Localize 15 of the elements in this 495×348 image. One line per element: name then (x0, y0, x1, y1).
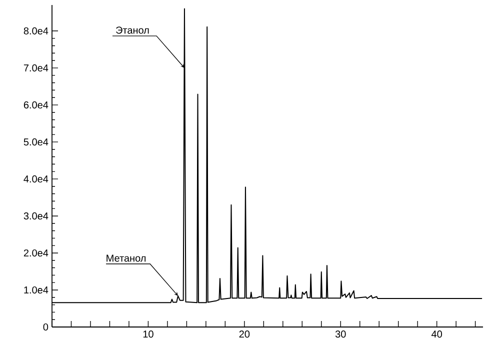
y-tick-label: 4.0e4 (24, 175, 48, 182)
y-tick-label: 3.0e4 (24, 212, 48, 220)
y-tick-label: 5.0e4 (24, 138, 48, 146)
x-tick-label: 30 (335, 330, 346, 338)
x-tick-label: 40 (432, 330, 442, 338)
x-tick-label: 10 (143, 330, 154, 338)
y-tick-label: 8.0e4 (24, 27, 48, 34)
y-tick-label: 1.0e4 (24, 286, 48, 294)
annotation: Метанол (106, 254, 146, 262)
y-tick-label: 6.0e4 (24, 101, 48, 108)
y-tick-label: 7.0e4 (24, 64, 48, 72)
y-tick-label: 0 (43, 323, 48, 331)
y-tick-label: 2.0e4 (24, 249, 48, 257)
annotation: Этанол (116, 26, 149, 34)
x-tick-label: 20 (239, 330, 250, 338)
